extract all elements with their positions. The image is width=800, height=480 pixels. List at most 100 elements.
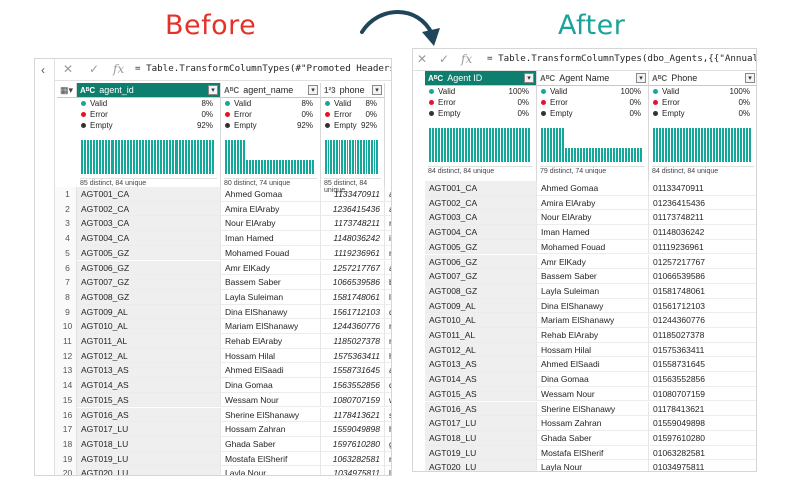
cell-next-column[interactable]: a <box>385 187 391 202</box>
cell-phone[interactable]: 01173748211 <box>649 210 756 226</box>
close-icon[interactable]: ✕ <box>63 62 74 76</box>
cell-agent-name[interactable]: Layla Suleiman <box>537 283 649 299</box>
queries-pane-toggle[interactable]: ‹ <box>35 59 55 475</box>
cell-phone[interactable]: 1581748061 <box>321 289 385 305</box>
cell-phone[interactable]: 1133470911 <box>321 187 385 202</box>
cell-next-column[interactable]: r <box>385 334 391 349</box>
cell-next-column[interactable]: l <box>385 290 391 305</box>
cell-agent-id[interactable]: AGT018_LU <box>77 436 221 452</box>
cell-phone[interactable]: 1066539586 <box>321 275 385 290</box>
cell-phone[interactable]: 01119236961 <box>649 240 756 255</box>
cell-agent-name[interactable]: Mohamed Fouad <box>537 239 649 255</box>
cell-next-column[interactable]: a <box>385 202 391 217</box>
cell-agent-id[interactable]: AGT019_LU <box>77 451 221 467</box>
column-type-icon[interactable]: 1²3 <box>324 85 336 95</box>
cell-agent-id[interactable]: AGT003_CA <box>425 210 537 226</box>
cell-agent-id[interactable]: AGT004_CA <box>425 225 537 240</box>
cell-agent-name[interactable]: Hossam Hilal <box>221 348 321 364</box>
cell-phone[interactable]: 01581748061 <box>649 284 756 299</box>
cell-phone[interactable]: 1178413621 <box>321 407 385 423</box>
cell-agent-id[interactable]: AGT005_GZ <box>77 245 221 261</box>
cell-agent-id[interactable]: AGT014_AS <box>77 378 221 393</box>
cell-agent-name[interactable]: Nour ElAraby <box>537 210 649 226</box>
cell-phone[interactable]: 1563552856 <box>321 378 385 393</box>
cell-agent-id[interactable]: AGT008_GZ <box>425 283 537 299</box>
cell-agent-id[interactable]: AGT007_GZ <box>77 275 221 290</box>
cell-phone[interactable]: 01257217767 <box>649 255 756 270</box>
chevron-down-icon[interactable]: ▾ <box>745 73 755 83</box>
cell-next-column[interactable]: m <box>385 319 391 334</box>
cell-next-column[interactable]: m <box>385 246 391 261</box>
cell-agent-name[interactable]: Layla Suleiman <box>221 289 321 305</box>
chevron-down-icon[interactable]: ▾ <box>372 85 382 95</box>
cell-agent-id[interactable]: AGT001_CA <box>425 181 537 196</box>
cell-next-column[interactable]: i <box>385 231 391 246</box>
cell-phone[interactable]: 1148036242 <box>321 231 385 246</box>
cell-agent-id[interactable]: AGT014_AS <box>425 372 537 387</box>
cell-agent-id[interactable]: AGT017_LU <box>425 416 537 431</box>
column-header-1[interactable]: AᴮC agent_name ▾ <box>221 83 321 98</box>
cell-next-column[interactable]: m <box>385 452 391 467</box>
cell-phone[interactable]: 1558731645 <box>321 363 385 379</box>
cell-phone[interactable]: 01034975811 <box>649 460 756 471</box>
cell-phone[interactable]: 01559049898 <box>649 416 756 431</box>
cell-agent-name[interactable]: Hossam Zahran <box>537 416 649 431</box>
cell-phone[interactable]: 01558731645 <box>649 357 756 373</box>
cell-next-column[interactable]: h <box>385 349 391 364</box>
cell-agent-name[interactable]: Mostafa ElSherif <box>221 451 321 467</box>
cell-agent-name[interactable]: Amira ElAraby <box>221 201 321 217</box>
cell-next-column[interactable]: d <box>385 305 391 320</box>
cell-next-column[interactable]: a <box>385 261 391 276</box>
cell-agent-name[interactable]: Hossam Hilal <box>537 342 649 358</box>
cell-agent-id[interactable]: AGT015_AS <box>77 392 221 408</box>
cell-agent-name[interactable]: Iman Hamed <box>221 231 321 246</box>
cell-agent-id[interactable]: AGT002_CA <box>425 195 537 211</box>
cell-agent-name[interactable]: Sherine ElShanawy <box>537 401 649 417</box>
cell-agent-id[interactable]: AGT016_AS <box>77 407 221 423</box>
cell-agent-name[interactable]: Wessam Nour <box>537 386 649 402</box>
cell-phone[interactable]: 1559049898 <box>321 422 385 437</box>
cell-phone[interactable]: 1244360776 <box>321 319 385 334</box>
cell-phone[interactable]: 01244360776 <box>649 313 756 328</box>
cell-phone[interactable]: 01185027378 <box>649 328 756 343</box>
cell-agent-name[interactable]: Dina ElShanawy <box>537 298 649 314</box>
column-header-2[interactable]: 1²3 phone ▾ <box>321 83 385 98</box>
cell-next-column[interactable]: s <box>385 408 391 423</box>
cell-agent-id[interactable]: AGT019_LU <box>425 445 537 461</box>
cell-agent-id[interactable]: AGT008_GZ <box>77 289 221 305</box>
cell-agent-name[interactable]: Amr ElKady <box>537 254 649 270</box>
cell-agent-id[interactable]: AGT016_AS <box>425 401 537 417</box>
cell-agent-id[interactable]: AGT006_GZ <box>425 254 537 270</box>
cell-phone[interactable]: 01597610280 <box>649 431 756 446</box>
chevron-down-icon[interactable]: ▾ <box>524 73 534 83</box>
column-type-icon[interactable]: AᴮC <box>540 73 556 83</box>
cell-phone[interactable]: 01133470911 <box>649 181 756 196</box>
cell-phone[interactable]: 1597610280 <box>321 436 385 452</box>
cell-phone[interactable]: 01063282581 <box>649 446 756 461</box>
cell-agent-id[interactable]: AGT020_LU <box>77 466 221 475</box>
cell-agent-name[interactable]: Mostafa ElSherif <box>537 445 649 461</box>
cell-agent-name[interactable]: Ahmed ElSaadi <box>221 363 321 379</box>
cell-phone[interactable]: 01178413621 <box>649 402 756 417</box>
cell-agent-name[interactable]: Ghada Saber <box>221 436 321 452</box>
cell-next-column[interactable]: h <box>385 422 391 437</box>
cell-agent-name[interactable]: Ahmed Gomaa <box>221 187 321 202</box>
cell-phone[interactable]: 01563552856 <box>649 372 756 387</box>
cell-agent-id[interactable]: AGT013_AS <box>77 363 221 379</box>
cell-agent-id[interactable]: AGT012_AL <box>77 348 221 364</box>
cell-phone[interactable]: 01080707159 <box>649 387 756 402</box>
cell-agent-name[interactable]: Sherine ElShanawy <box>221 407 321 423</box>
cell-agent-name[interactable]: Dina Gomaa <box>221 378 321 393</box>
formula-text[interactable]: = Table.TransformColumnTypes(#"Promoted … <box>135 63 391 74</box>
cell-agent-name[interactable]: Mariam ElShanawy <box>537 313 649 328</box>
cell-phone[interactable]: 1185027378 <box>321 334 385 349</box>
cell-agent-name[interactable]: Wessam Nour <box>221 392 321 408</box>
cell-phone[interactable]: 01561712103 <box>649 299 756 314</box>
cell-agent-name[interactable]: Rehab ElAraby <box>221 334 321 349</box>
cell-agent-id[interactable]: AGT010_AL <box>425 313 537 328</box>
cell-agent-id[interactable]: AGT017_LU <box>77 422 221 437</box>
cell-phone[interactable]: 1236415436 <box>321 201 385 217</box>
cell-phone[interactable]: 1173748211 <box>321 216 385 232</box>
column-header-0[interactable]: AᴮC agent_id ▾ <box>77 83 221 98</box>
cell-agent-name[interactable]: Iman Hamed <box>537 225 649 240</box>
